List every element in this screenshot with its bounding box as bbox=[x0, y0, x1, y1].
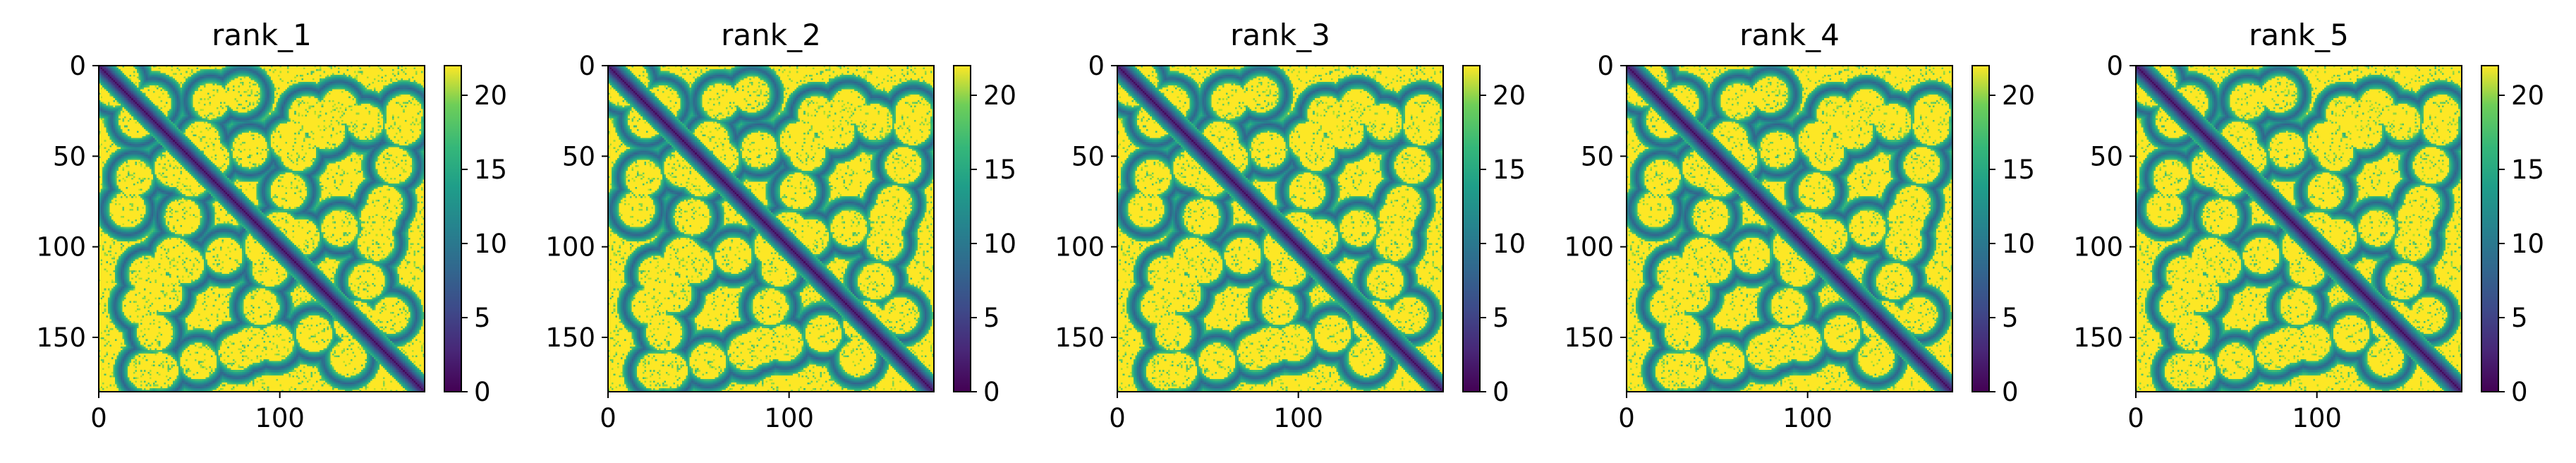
x-tick-label: 100 bbox=[255, 403, 305, 433]
y-tick-label: 150 bbox=[1564, 323, 1614, 353]
y-tick-label: 100 bbox=[36, 232, 86, 263]
y-tick-label: 100 bbox=[545, 232, 595, 263]
y-tick-label: 150 bbox=[36, 323, 86, 353]
y-tick-label: 100 bbox=[1055, 232, 1105, 263]
heatmap-frame bbox=[607, 65, 935, 392]
colorbar-tick-label: 0 bbox=[474, 377, 491, 407]
colorbar-tick-label: 10 bbox=[2511, 229, 2544, 259]
panel-title: rank_1 bbox=[212, 18, 312, 52]
x-tick-label: 100 bbox=[2292, 403, 2342, 433]
colorbar-tick-label: 0 bbox=[983, 377, 1000, 407]
colorbar bbox=[1462, 65, 1481, 392]
y-tick-label: 0 bbox=[69, 51, 86, 81]
heatmap-image bbox=[608, 66, 934, 392]
panel-title: rank_2 bbox=[721, 18, 821, 52]
y-tick-label: 0 bbox=[578, 51, 595, 81]
colorbar-tick-label: 10 bbox=[474, 229, 507, 259]
heatmap-image bbox=[1117, 66, 1443, 392]
panel-title: rank_3 bbox=[1230, 18, 1330, 52]
colorbar-tick-label: 5 bbox=[1493, 303, 1509, 333]
y-tick-label: 50 bbox=[1581, 141, 1614, 172]
colorbar-tick-label: 20 bbox=[983, 80, 1016, 111]
x-tick-label: 0 bbox=[1109, 403, 1126, 433]
panel-5: rank_5 0 50 100 150 0 100 0 5 10 15 20 bbox=[2073, 18, 2544, 433]
colorbar bbox=[444, 65, 462, 392]
colorbar-tick-label: 0 bbox=[1493, 377, 1509, 407]
y-tick-label: 0 bbox=[2106, 51, 2123, 81]
y-tick-label: 150 bbox=[2073, 323, 2123, 353]
heatmap-frame bbox=[2135, 65, 2462, 392]
colorbar-tick-label: 10 bbox=[1493, 229, 1526, 259]
y-tick-label: 150 bbox=[1055, 323, 1105, 353]
colorbar-tick-label: 0 bbox=[2002, 377, 2019, 407]
heatmap-image bbox=[99, 66, 425, 392]
x-tick-label: 0 bbox=[90, 403, 107, 433]
panel-title: rank_4 bbox=[1739, 18, 1840, 52]
panel-title: rank_5 bbox=[2249, 18, 2349, 52]
heatmap-image bbox=[1627, 66, 1952, 392]
colorbar-tick-label: 10 bbox=[983, 229, 1016, 259]
y-tick-label: 150 bbox=[545, 323, 595, 353]
panel-4: rank_4 0 50 100 150 0 100 0 5 10 15 20 bbox=[1564, 18, 2035, 433]
panel-1: rank_1 0 50 100 150 0 100 0 5 10 15 20 bbox=[36, 18, 507, 433]
x-tick-label: 100 bbox=[1273, 403, 1323, 433]
colorbar-tick-label: 20 bbox=[2511, 80, 2544, 111]
colorbar-tick-label: 20 bbox=[1493, 80, 1526, 111]
colorbar-tick-label: 20 bbox=[474, 80, 507, 111]
heatmap-frame bbox=[1626, 65, 1953, 392]
panel-3: rank_3 0 50 100 150 0 100 0 5 10 15 20 bbox=[1055, 18, 1526, 433]
colorbar-tick-label: 15 bbox=[2002, 155, 2035, 185]
y-tick-label: 100 bbox=[2073, 232, 2123, 263]
x-tick-label: 0 bbox=[1618, 403, 1635, 433]
colorbar bbox=[1972, 65, 1990, 392]
colorbar bbox=[953, 65, 971, 392]
colorbar-tick-label: 15 bbox=[474, 155, 507, 185]
colorbar-tick-label: 15 bbox=[983, 155, 1016, 185]
colorbar bbox=[2481, 65, 2499, 392]
colorbar-tick-label: 0 bbox=[2511, 377, 2528, 407]
heatmap-frame bbox=[98, 65, 425, 392]
colorbar-tick-label: 15 bbox=[2511, 155, 2544, 185]
y-tick-label: 0 bbox=[1597, 51, 1614, 81]
colorbar-tick-label: 5 bbox=[983, 303, 1000, 333]
x-tick-label: 0 bbox=[600, 403, 616, 433]
x-tick-label: 100 bbox=[764, 403, 814, 433]
panel-2: rank_2 0 50 100 150 0 100 0 5 10 15 20 bbox=[545, 18, 1016, 433]
heatmap-frame bbox=[1117, 65, 1444, 392]
y-tick-label: 0 bbox=[1088, 51, 1105, 81]
colorbar-tick-label: 5 bbox=[474, 303, 491, 333]
y-tick-label: 50 bbox=[2090, 141, 2123, 172]
x-tick-label: 100 bbox=[1782, 403, 1833, 433]
x-tick-label: 0 bbox=[2127, 403, 2144, 433]
y-tick-label: 50 bbox=[53, 141, 86, 172]
heatmap-image bbox=[2136, 66, 2462, 392]
colorbar-tick-label: 5 bbox=[2002, 303, 2019, 333]
colorbar-tick-label: 5 bbox=[2511, 303, 2528, 333]
colorbar-tick-label: 10 bbox=[2002, 229, 2035, 259]
colorbar-tick-label: 20 bbox=[2002, 80, 2035, 111]
y-tick-label: 100 bbox=[1564, 232, 1614, 263]
y-tick-label: 50 bbox=[1071, 141, 1105, 172]
colorbar-tick-label: 15 bbox=[1493, 155, 1526, 185]
y-tick-label: 50 bbox=[562, 141, 595, 172]
